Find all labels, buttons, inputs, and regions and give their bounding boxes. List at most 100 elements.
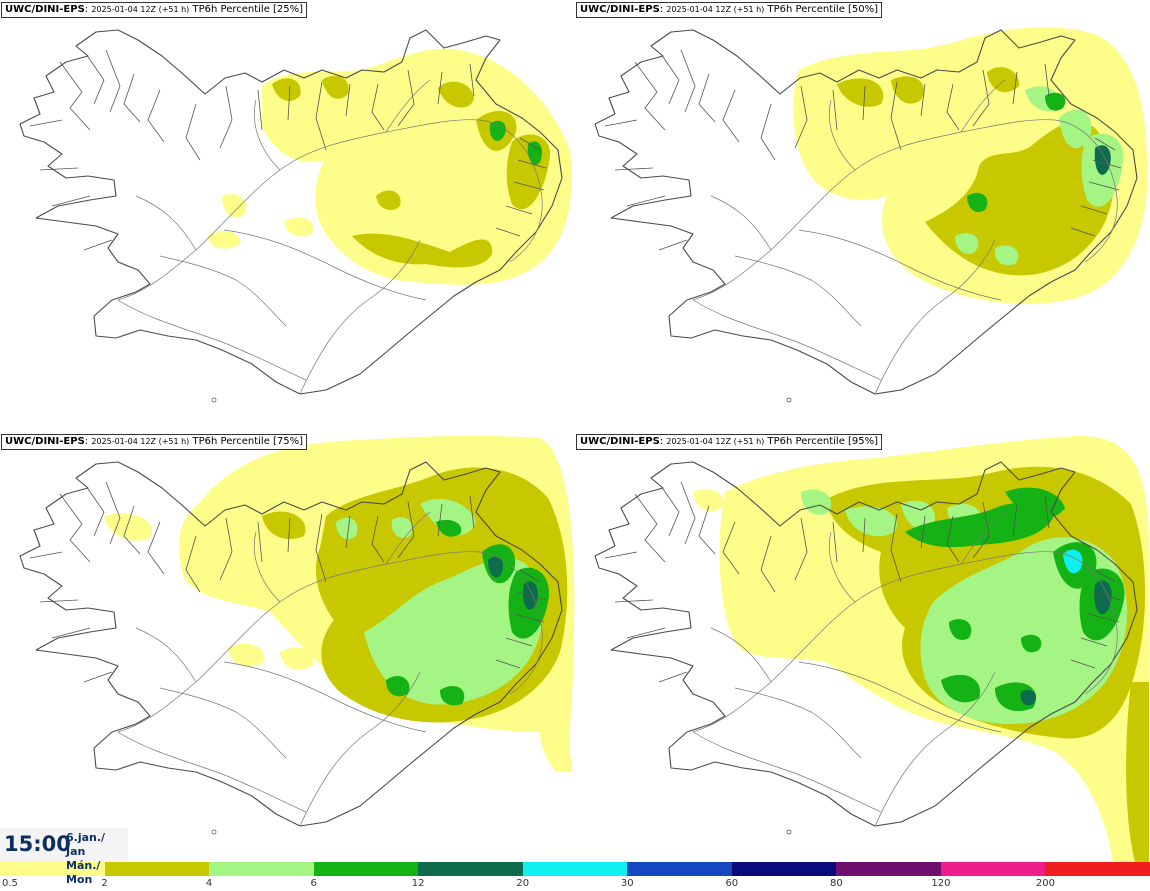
fjord-line xyxy=(626,627,666,639)
fjord-line xyxy=(469,63,475,97)
road-line xyxy=(135,627,197,683)
road-line xyxy=(299,239,421,395)
color-legend: 0.5 2 4 6 12 20 30 60 80 120 200 xyxy=(0,862,1150,891)
fjord-line xyxy=(495,227,521,237)
road-line xyxy=(223,229,427,301)
road-line xyxy=(299,671,421,827)
legend-tick-label: 120 xyxy=(931,878,951,889)
fjord-line xyxy=(519,137,541,151)
precip-contour xyxy=(837,78,884,107)
fjord-line xyxy=(83,671,113,683)
fjord-line xyxy=(1080,637,1108,647)
map-panel-p95: UWC/DINI-EPS: 2025-01-04 12Z (+51 h) TP6… xyxy=(575,432,1150,862)
road-line xyxy=(828,531,856,603)
fjord-line xyxy=(147,89,165,143)
fjord-line xyxy=(862,85,866,121)
fjord-line xyxy=(660,53,680,105)
fjord-line xyxy=(794,85,808,149)
fjord-line xyxy=(495,659,521,669)
fjord-line xyxy=(345,515,351,549)
road-line xyxy=(798,661,1002,733)
road-line xyxy=(710,627,772,683)
fjord-line xyxy=(315,81,327,151)
legend-tick-label: 20 xyxy=(516,878,530,889)
legend-color-swatch xyxy=(104,862,210,876)
fjord-line xyxy=(1044,495,1050,529)
valid-date: 6.jan./ Jan Mán./ Mon xyxy=(66,831,128,887)
valid-date-line1: 6.jan./ Jan xyxy=(66,831,106,858)
fjord-line xyxy=(698,73,716,123)
fjord-line xyxy=(722,521,740,575)
precip-map xyxy=(594,27,1148,403)
precip-contour xyxy=(208,230,241,249)
panel-title: UWC/DINI-EPS: 2025-01-04 12Z (+51 h) TP6… xyxy=(1,2,308,18)
road-line xyxy=(117,299,307,381)
precip-contour xyxy=(891,76,924,104)
fjord-line xyxy=(920,83,926,117)
fjord-line xyxy=(85,53,105,105)
fjord-line xyxy=(147,521,165,575)
fjord-line xyxy=(505,205,533,215)
valid-date-line2: Mán./ Mon xyxy=(66,859,101,886)
precip-contour xyxy=(488,556,503,578)
road-line xyxy=(874,239,996,395)
fjord-line xyxy=(513,181,545,191)
road-line xyxy=(159,255,287,327)
fjord-line xyxy=(614,167,654,171)
fjord-line xyxy=(1094,569,1116,583)
legend-color-swatch xyxy=(0,862,106,876)
road-line xyxy=(385,511,431,565)
fjord-line xyxy=(832,521,838,563)
precip-contour xyxy=(540,731,573,772)
precip-contour xyxy=(262,48,572,285)
legend-tick-label: 30 xyxy=(620,878,634,889)
road-line xyxy=(253,531,281,603)
fjord-line xyxy=(105,481,121,545)
precip-contour xyxy=(693,489,723,512)
fjord-line xyxy=(257,89,263,131)
road-line xyxy=(960,79,1006,133)
fjord-line xyxy=(760,535,776,593)
fjord-line xyxy=(219,517,233,581)
valid-time-box: 15:00 6.jan./ Jan Mán./ Mon xyxy=(0,828,128,886)
coastline xyxy=(594,29,1138,395)
fjord-line xyxy=(51,195,91,207)
fjord-line xyxy=(946,515,960,563)
precip-field xyxy=(208,48,572,285)
road-line xyxy=(159,687,287,759)
legend-color-swatch xyxy=(522,862,628,876)
precip-contour xyxy=(222,194,247,218)
fjord-line xyxy=(257,521,263,563)
road-line xyxy=(117,731,307,813)
precip-field xyxy=(793,27,1148,304)
map-panel-p75: UWC/DINI-EPS: 2025-01-04 12Z (+51 h) TP6… xyxy=(0,432,575,862)
fjord-line xyxy=(39,167,79,171)
map-panel-p25: UWC/DINI-EPS: 2025-01-04 12Z (+51 h) TP6… xyxy=(0,0,575,430)
precip-contour xyxy=(994,245,1019,266)
fjord-line xyxy=(83,239,113,251)
fjord-line xyxy=(604,551,638,559)
legend-tick-label: 200 xyxy=(1035,878,1055,889)
fjord-line xyxy=(1044,63,1050,97)
fjord-line xyxy=(832,89,838,131)
fjord-line xyxy=(604,119,638,127)
fjord-line xyxy=(219,85,233,149)
legend-color-swatch xyxy=(836,862,942,876)
fjord-line xyxy=(123,73,141,123)
road-line xyxy=(798,229,1002,301)
fjord-line xyxy=(626,195,666,207)
fjord-line xyxy=(397,69,415,127)
precip-contour xyxy=(284,217,314,237)
precip-map xyxy=(19,435,575,835)
road-line xyxy=(710,195,772,251)
precip-contour xyxy=(104,513,153,541)
island-marker xyxy=(786,397,792,403)
map-panel-p50: UWC/DINI-EPS: 2025-01-04 12Z (+51 h) TP6… xyxy=(575,0,1150,430)
fjord-line xyxy=(658,671,688,683)
fjord-line xyxy=(287,85,291,121)
fjord-line xyxy=(397,501,415,559)
fjord-line xyxy=(698,505,716,555)
fjord-line xyxy=(1080,205,1108,215)
fjord-line xyxy=(51,627,91,639)
fjord-line xyxy=(517,159,547,169)
